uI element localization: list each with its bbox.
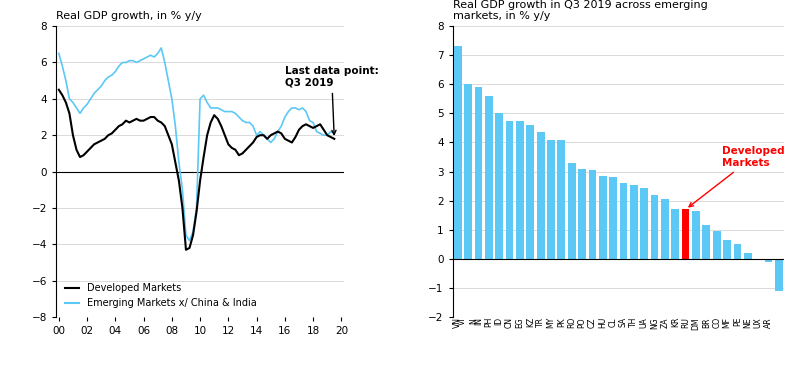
Bar <box>692 211 700 259</box>
Bar <box>464 84 472 259</box>
Bar <box>640 188 648 259</box>
Bar <box>671 209 679 259</box>
Text: Last data point:
Q3 2019: Last data point: Q3 2019 <box>285 66 378 135</box>
Bar <box>765 259 772 262</box>
Bar <box>599 176 606 259</box>
Bar <box>744 253 752 259</box>
Legend: Developed Markets, Emerging Markets x/ China & India: Developed Markets, Emerging Markets x/ C… <box>61 279 261 312</box>
Bar <box>578 169 586 259</box>
Bar <box>619 183 627 259</box>
Bar <box>775 259 782 291</box>
Bar <box>650 195 658 259</box>
Bar <box>485 96 493 259</box>
Text: Developed
Markets: Developed Markets <box>689 146 785 207</box>
Bar <box>568 163 575 259</box>
Bar <box>702 225 710 259</box>
Bar <box>661 199 669 259</box>
Bar <box>589 170 596 259</box>
Bar <box>454 47 462 259</box>
Bar <box>682 209 690 259</box>
Bar <box>516 120 524 259</box>
Bar <box>713 231 721 259</box>
Bar <box>506 120 514 259</box>
Bar <box>526 125 534 259</box>
Bar <box>723 240 731 259</box>
Bar <box>734 244 742 259</box>
Bar <box>610 178 617 259</box>
Bar <box>754 259 762 260</box>
Bar <box>474 87 482 259</box>
Bar <box>558 140 566 259</box>
Bar <box>495 113 503 259</box>
Text: Real GDP growth in Q3 2019 across emerging
markets, in % y/y: Real GDP growth in Q3 2019 across emergi… <box>453 0 707 21</box>
Text: Real GDP growth, in % y/y: Real GDP growth, in % y/y <box>56 11 202 21</box>
Bar <box>630 185 638 259</box>
Bar <box>547 140 555 259</box>
Bar <box>537 132 545 259</box>
